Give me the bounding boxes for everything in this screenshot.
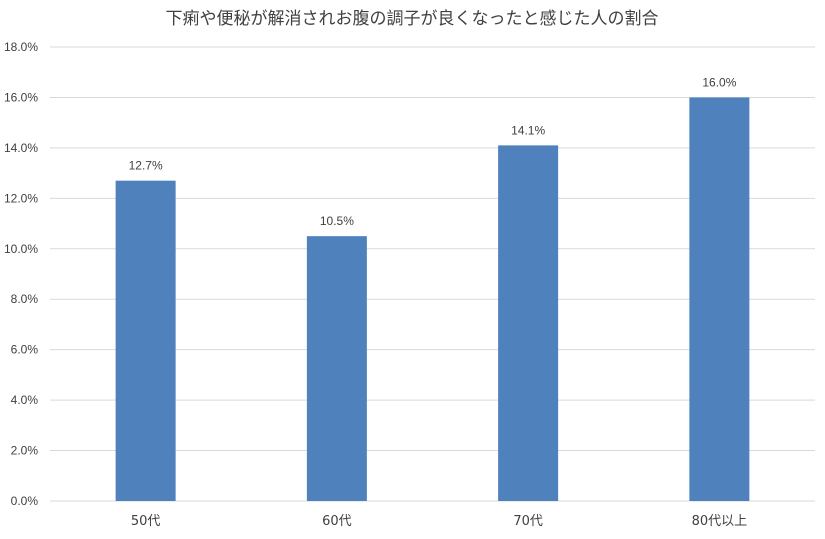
y-tick-label: 14.0%	[4, 141, 38, 155]
bar	[115, 180, 176, 501]
y-tick-label: 6.0%	[11, 343, 39, 357]
x-category-label: 50代	[131, 514, 161, 529]
y-tick-label: 4.0%	[11, 393, 39, 407]
y-tick-label: 2.0%	[11, 444, 39, 458]
y-tick-label: 0.0%	[11, 494, 39, 508]
y-tick-label: 10.0%	[4, 242, 38, 256]
chart-title: 下痢や便秘が解消されお腹の調子が良くなったと感じた人の割合	[166, 9, 659, 29]
data-label: 12.7%	[129, 159, 163, 173]
bar	[689, 97, 750, 501]
data-label: 14.1%	[511, 123, 545, 137]
y-tick-label: 18.0%	[4, 40, 38, 54]
bar	[498, 145, 559, 501]
y-tick-label: 8.0%	[11, 292, 39, 306]
data-label: 10.5%	[320, 214, 354, 228]
bar	[306, 236, 367, 501]
data-label: 16.0%	[702, 75, 736, 89]
x-category-label: 60代	[322, 514, 352, 529]
y-tick-label: 12.0%	[4, 191, 38, 205]
x-category-label: 80代以上	[692, 514, 748, 529]
x-category-label: 70代	[513, 514, 543, 529]
y-tick-label: 16.0%	[4, 90, 38, 104]
